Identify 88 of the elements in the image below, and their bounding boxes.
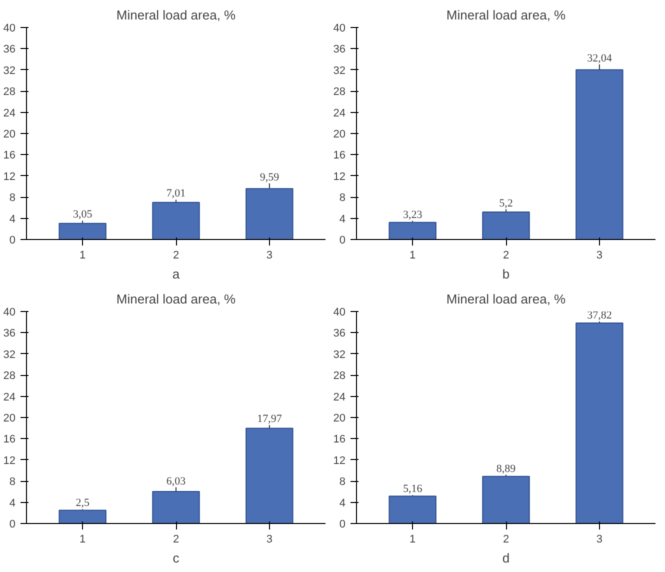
- y-tick-label: 32: [3, 64, 16, 77]
- data-label: 6,03: [166, 475, 186, 488]
- x-tick-label: 1: [410, 534, 416, 546]
- data-label: 5,16: [402, 483, 423, 496]
- bar: [482, 211, 530, 240]
- y-tick-label: 20: [3, 412, 16, 424]
- y-tick-label: 28: [333, 370, 346, 382]
- x-tick-label: 1: [80, 534, 86, 546]
- y-tick-label: 28: [3, 370, 16, 382]
- y-tick-label: 16: [333, 434, 346, 446]
- y-tick-label: 40: [3, 22, 16, 34]
- bar: [246, 428, 294, 524]
- x-tick-label: 1: [410, 250, 416, 262]
- y-tick-label: 32: [333, 348, 346, 361]
- data-label: 7,01: [166, 188, 186, 200]
- y-tick-label: 20: [333, 128, 346, 140]
- y-tick-label: 32: [3, 348, 16, 361]
- data-label: 3,23: [402, 208, 423, 221]
- data-label: 8,89: [496, 462, 516, 475]
- y-tick-label: 28: [3, 86, 16, 98]
- x-tick-label: 2: [172, 534, 180, 546]
- y-tick-label: 20: [3, 128, 16, 140]
- bar: [152, 491, 200, 524]
- y-tick-label: 12: [3, 454, 16, 467]
- bar: [576, 322, 624, 524]
- chart-title: Mineral load area, %: [116, 8, 236, 22]
- chart-title: Mineral load area, %: [446, 292, 566, 306]
- y-tick-label: 36: [333, 44, 346, 56]
- x-axis-title: a: [172, 266, 180, 282]
- bar: [58, 510, 106, 524]
- y-tick-label: 40: [333, 306, 346, 318]
- bar: [388, 222, 436, 240]
- x-tick-label: 3: [266, 250, 273, 262]
- x-tick-label: 2: [502, 250, 510, 262]
- y-tick-label: 36: [3, 328, 16, 340]
- y-tick-label: 4: [9, 213, 16, 226]
- bar: [246, 188, 294, 240]
- y-tick-label: 0: [9, 234, 16, 246]
- y-tick-label: 0: [339, 234, 346, 246]
- y-tick-label: 8: [339, 192, 346, 204]
- y-tick-label: 24: [333, 107, 346, 120]
- y-tick-label: 40: [333, 22, 346, 34]
- x-tick-label: 1: [80, 250, 86, 262]
- x-tick-label: 2: [172, 250, 180, 262]
- y-tick-label: 36: [333, 328, 346, 340]
- x-tick-label: 3: [596, 250, 603, 262]
- y-tick-label: 28: [333, 86, 346, 98]
- y-tick-label: 4: [339, 497, 346, 510]
- y-tick-label: 24: [3, 391, 16, 404]
- y-tick-label: 32: [333, 64, 346, 77]
- data-label: 9,59: [260, 171, 280, 184]
- y-tick-label: 0: [339, 518, 346, 530]
- x-axis-title: b: [502, 266, 510, 282]
- x-axis-title: d: [502, 550, 510, 566]
- y-tick-label: 8: [339, 476, 346, 488]
- y-tick-label: 12: [333, 454, 346, 467]
- data-label: 5,2: [499, 197, 513, 210]
- data-label: 2,5: [76, 497, 90, 510]
- y-tick-label: 4: [339, 213, 346, 226]
- y-tick-label: 16: [3, 434, 16, 446]
- y-tick-label: 24: [333, 391, 346, 404]
- bar: [152, 202, 200, 240]
- data-label: 37,82: [587, 309, 612, 322]
- y-tick-label: 8: [9, 476, 16, 488]
- x-tick-label: 3: [596, 534, 603, 546]
- data-label: 3,05: [72, 208, 93, 221]
- x-axis-title: c: [172, 550, 180, 566]
- y-tick-label: 40: [3, 306, 16, 318]
- bar: [482, 476, 530, 524]
- chart-title: Mineral load area, %: [116, 292, 236, 306]
- y-tick-label: 16: [3, 150, 16, 162]
- bar: [576, 69, 624, 240]
- y-tick-label: 36: [3, 44, 16, 56]
- data-label: 32,04: [587, 52, 612, 64]
- y-tick-label: 24: [3, 107, 16, 120]
- x-tick-label: 2: [502, 534, 510, 546]
- bar: [388, 496, 436, 524]
- chart-title: Mineral load area, %: [446, 8, 566, 22]
- bar: [58, 222, 106, 240]
- x-tick-label: 3: [266, 534, 273, 546]
- y-tick-label: 12: [3, 170, 16, 183]
- y-tick-label: 20: [333, 412, 346, 424]
- y-tick-label: 12: [333, 170, 346, 183]
- y-tick-label: 0: [9, 518, 16, 530]
- y-tick-label: 4: [9, 497, 16, 510]
- y-tick-label: 16: [333, 150, 346, 162]
- data-label: 17,97: [257, 413, 282, 426]
- y-tick-label: 8: [9, 192, 16, 204]
